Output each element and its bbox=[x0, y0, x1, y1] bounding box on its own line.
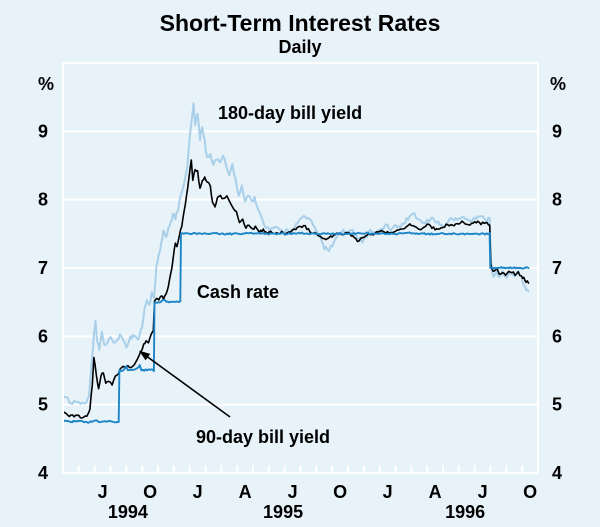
x-month-label: A bbox=[239, 482, 252, 502]
chart-subtitle: Daily bbox=[278, 37, 321, 57]
plot-frame bbox=[62, 62, 539, 474]
y-tick-label-right: 6 bbox=[552, 326, 562, 346]
y-tick-label-right: 9 bbox=[552, 121, 562, 141]
x-month-label: A bbox=[429, 482, 442, 502]
x-month-label: O bbox=[143, 482, 157, 502]
x-month-label: J bbox=[193, 482, 203, 502]
y-tick-label-left: 6 bbox=[38, 326, 48, 346]
x-month-label: J bbox=[98, 482, 108, 502]
y-tick-label-right: 4 bbox=[552, 463, 562, 483]
y-axis-unit-left: % bbox=[38, 74, 54, 94]
y-tick-label-left: 9 bbox=[38, 121, 48, 141]
annotation-arrowhead bbox=[139, 350, 151, 361]
annotation-cash-rate: Cash rate bbox=[197, 282, 279, 302]
annotation-arrow bbox=[143, 353, 231, 418]
y-tick-label-left: 7 bbox=[38, 258, 48, 278]
annotation-90-day-bill-yield: 90-day bill yield bbox=[196, 427, 330, 447]
series-layer bbox=[62, 102, 530, 424]
x-month-label: O bbox=[333, 482, 347, 502]
annotation-180-day-bill-yield: 180-day bill yield bbox=[218, 103, 362, 123]
y-tick-label-left: 4 bbox=[38, 463, 48, 483]
y-tick-label-right: 8 bbox=[552, 190, 562, 210]
x-year-label: 1996 bbox=[445, 502, 485, 522]
x-month-label: O bbox=[523, 482, 537, 502]
y-tick-label-left: 5 bbox=[38, 395, 48, 415]
x-month-label: J bbox=[478, 482, 488, 502]
x-year-label: 1994 bbox=[108, 502, 148, 522]
chart-title: Short-Term Interest Rates bbox=[160, 10, 441, 36]
x-month-label: J bbox=[383, 482, 393, 502]
series-cash-rate bbox=[62, 231, 530, 424]
y-tick-label-left: 8 bbox=[38, 190, 48, 210]
x-year-label: 1995 bbox=[263, 502, 303, 522]
y-axis-unit-right: % bbox=[550, 74, 566, 94]
y-tick-label-right: 7 bbox=[552, 258, 562, 278]
grid-layer bbox=[63, 130, 538, 472]
y-tick-label-right: 5 bbox=[552, 395, 562, 415]
x-month-label: J bbox=[288, 482, 298, 502]
